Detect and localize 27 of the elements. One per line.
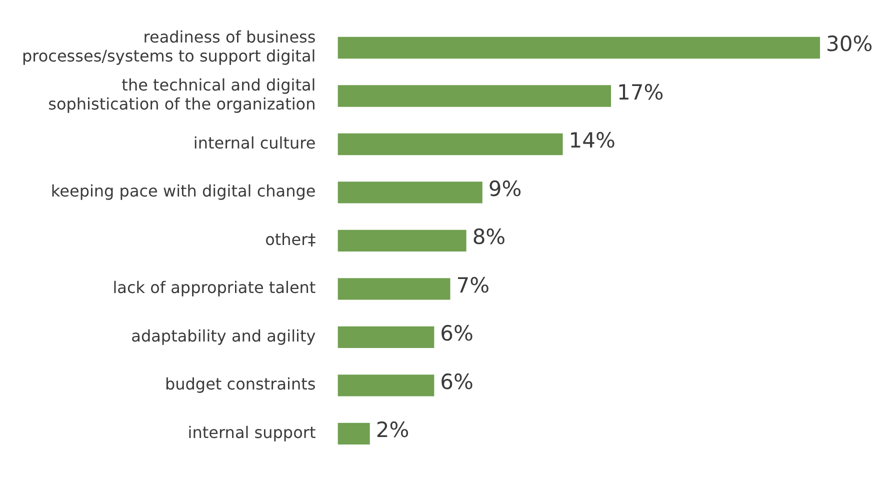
y-tick-label: lack of appropriate talent [112,278,316,298]
y-tick-label: internal support [188,422,316,442]
data-label: 6% [440,370,474,394]
data-label: 2% [376,418,410,442]
data-label: 14% [568,128,616,153]
data-label: 6% [440,322,474,346]
y-tick-label: other‡ [265,230,316,249]
data-label: 17% [617,80,664,104]
bar [338,230,466,252]
y-tick-label: keeping pace with digital change [50,182,316,201]
y-tick-label: readiness of business processes/systems to support digital [22,27,316,66]
data-label: 8% [472,225,506,250]
bar [338,374,434,396]
bar [338,85,612,107]
y-tick-label: the technical and digital sophistication of the organization [48,76,316,114]
bar [338,133,563,156]
y-tick-label: internal culture [193,133,316,152]
y-tick-label: adaptability and agility [131,326,316,346]
data-label: 7% [456,273,490,298]
bar [338,182,482,204]
y-tick-label: budget constraints [164,374,316,394]
bar [338,278,450,300]
bar [338,36,820,59]
data-label: 9% [488,176,522,201]
bar [338,422,370,445]
bar [338,326,434,348]
data-label: 30% [826,32,873,56]
